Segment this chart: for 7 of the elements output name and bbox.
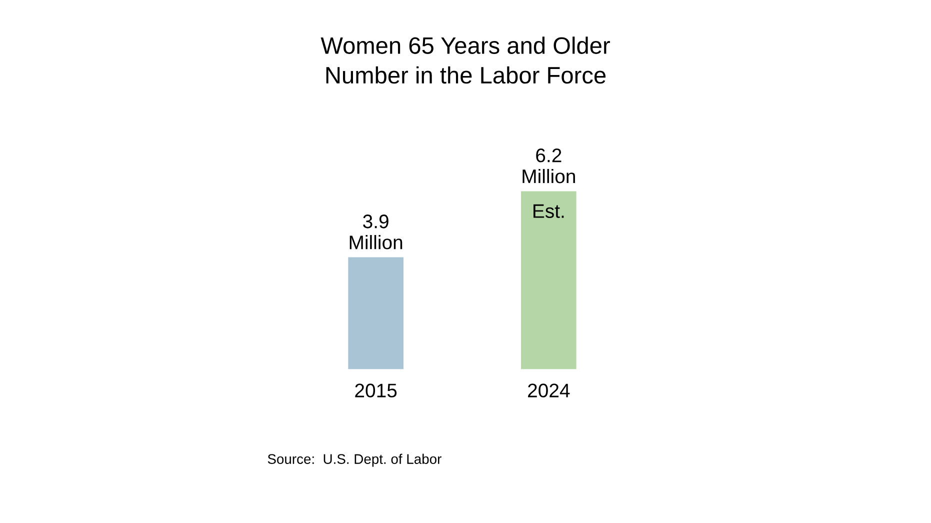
chart-title: Women 65 Years and Older Number in the Labor Force bbox=[320, 36, 610, 84]
data-label: 6.2 Million bbox=[522, 148, 575, 184]
x-tick-label: 2024 bbox=[528, 384, 570, 398]
annotation: Est. bbox=[534, 204, 564, 218]
source-note: Source: U.S. Dept. of Labor bbox=[268, 454, 442, 467]
data-label: 3.9 Million bbox=[350, 214, 402, 250]
x-tick-label: 2015 bbox=[355, 384, 397, 398]
